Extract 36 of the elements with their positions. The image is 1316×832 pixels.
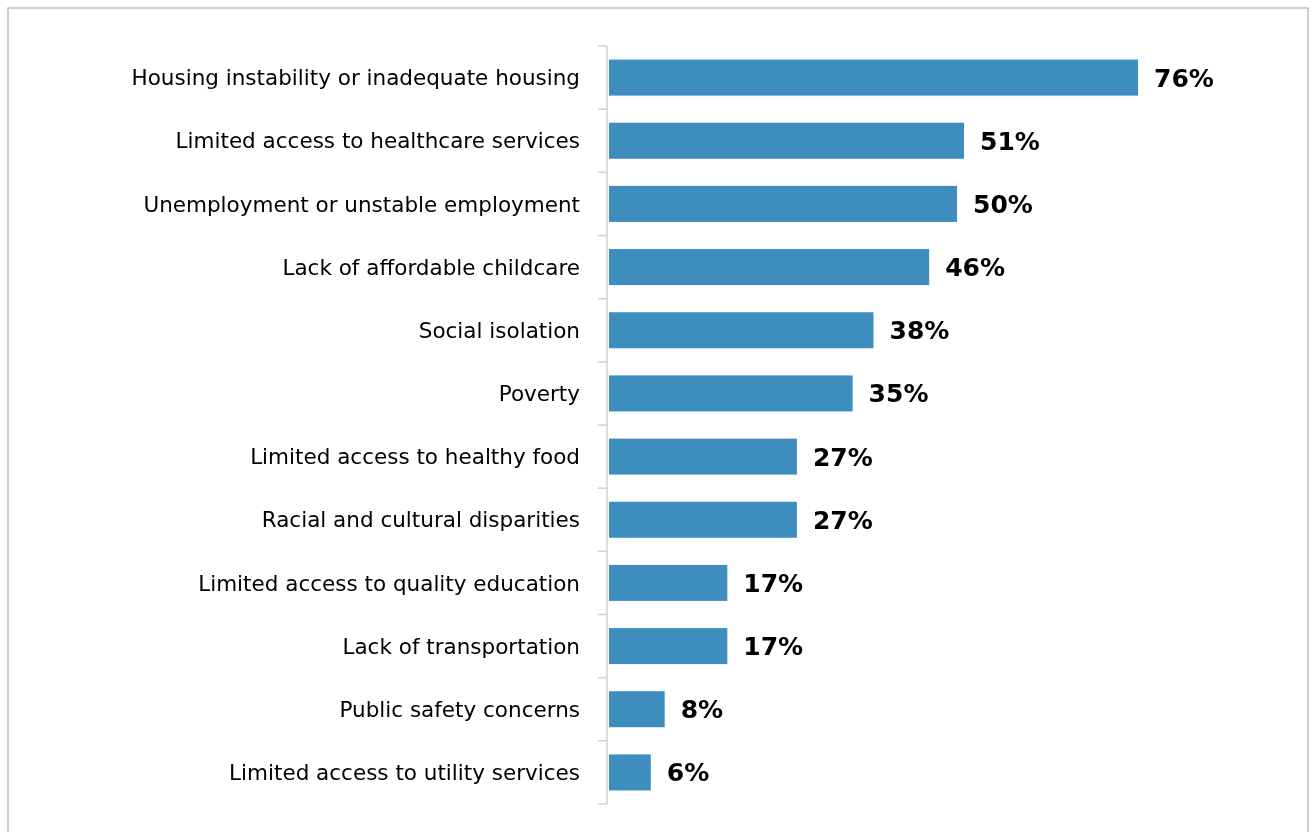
bar [609, 564, 728, 601]
y-tick-label: Housing instability or inadequate housing [131, 65, 580, 91]
bar [609, 691, 665, 728]
data-label: 17% [743, 568, 804, 598]
data-label: 35% [868, 379, 929, 409]
bar [609, 628, 728, 665]
bar [609, 754, 651, 791]
bar [609, 59, 1138, 96]
y-tick-label: Lack of affordable childcare [282, 254, 580, 280]
data-label: 27% [812, 442, 873, 472]
data-label: 50% [973, 189, 1033, 219]
y-tick-label: Limited access to quality education [198, 570, 580, 596]
data-label: 6% [666, 758, 710, 788]
y-tick-label: Public safety concerns [339, 696, 580, 722]
data-label: 8% [680, 695, 724, 725]
data-label: 17% [743, 632, 804, 662]
data-label: 51% [979, 126, 1040, 156]
y-tick-label: Limited access to healthcare services [175, 128, 580, 154]
data-label: 27% [812, 505, 873, 535]
bar [609, 185, 958, 222]
y-tick-label: Limited access to healthy food [250, 444, 580, 470]
bar [609, 375, 853, 412]
y-tick-label: Limited access to utility services [229, 760, 580, 786]
bar [609, 122, 964, 159]
y-tick-label: Racial and cultural disparities [261, 507, 580, 533]
y-tick-label: Poverty [498, 381, 581, 407]
bar [609, 312, 874, 349]
bar [609, 501, 797, 538]
y-tick-label: Lack of transportation [342, 633, 580, 659]
y-tick-label: Unemployment or unstable employment [143, 191, 580, 217]
data-label: 76% [1154, 63, 1214, 93]
data-label: 46% [945, 253, 1006, 283]
bar [609, 438, 797, 475]
bar [609, 249, 930, 286]
data-label: 38% [889, 316, 950, 346]
y-tick-label: Social isolation [418, 317, 580, 343]
